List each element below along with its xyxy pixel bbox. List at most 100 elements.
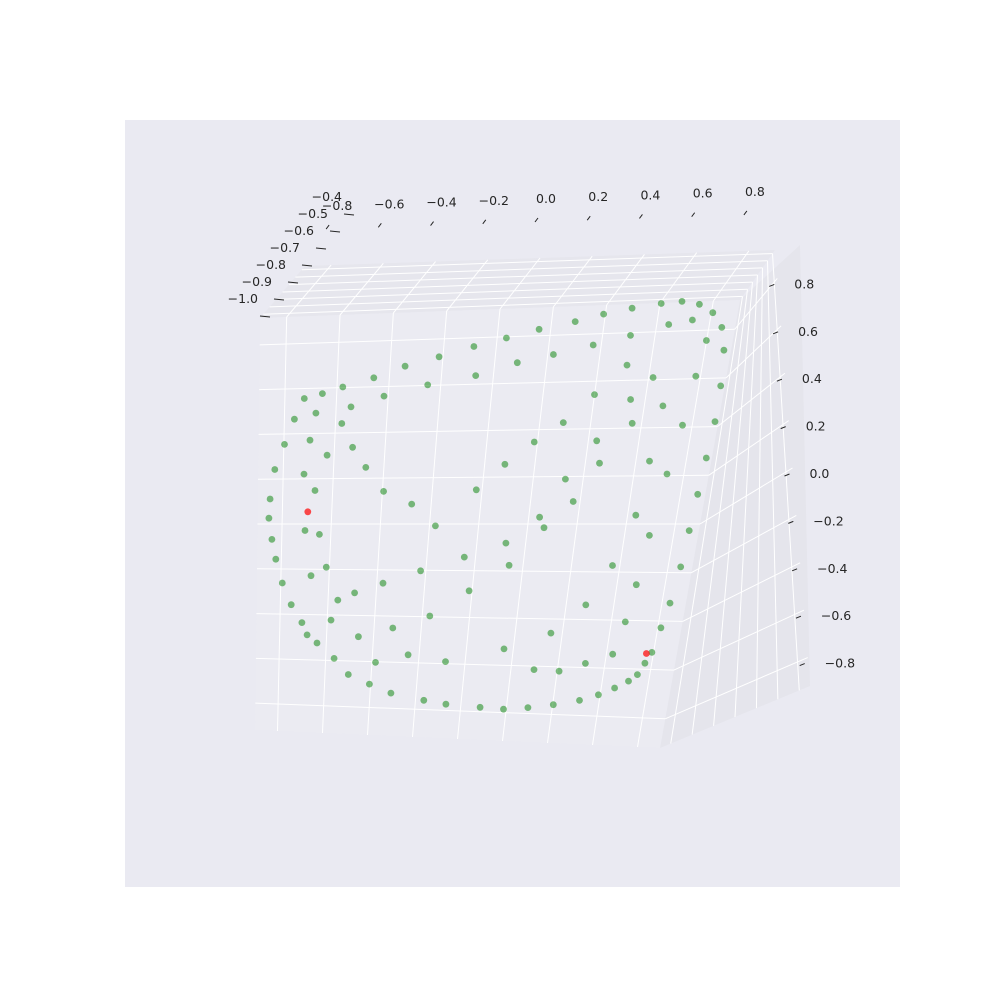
scatter-point (379, 579, 387, 587)
scatter-point (582, 660, 589, 667)
scatter-point (720, 346, 728, 354)
grid-lines (255, 250, 808, 748)
grid-line-y (772, 253, 800, 691)
scatter-point (678, 298, 686, 305)
grid-line-y-top (295, 260, 768, 278)
scatter-point (272, 555, 280, 563)
grid-line-y-top (276, 281, 753, 300)
scatter-point (389, 624, 397, 632)
scatter-point (323, 451, 331, 459)
tick-marks (259, 210, 805, 667)
y-tick-mark (287, 281, 299, 284)
scatter-point (355, 633, 362, 641)
scatter-point (569, 498, 577, 505)
scatter-point (344, 671, 352, 678)
y-tick-label: −0.4 (312, 189, 342, 204)
scatter-point (424, 381, 432, 389)
x-tick-mark (325, 224, 330, 230)
scatter-point (500, 645, 508, 653)
scatter-point (349, 443, 356, 451)
scatter-point (576, 697, 583, 704)
scatter-point (460, 553, 468, 561)
scatter-point (627, 396, 634, 403)
scatter-point (327, 616, 335, 624)
scatter-point (366, 680, 373, 688)
scatter-point (351, 589, 358, 597)
grid-line-z (256, 568, 692, 574)
scatter-point (291, 415, 298, 423)
scatter-point (679, 421, 686, 429)
y-tick-label: −0.7 (270, 240, 300, 255)
grid-line-y (734, 274, 758, 718)
scatter-point (595, 691, 602, 699)
scatter-point (717, 382, 725, 390)
scatter-point (646, 532, 653, 539)
scatter-point (319, 390, 326, 397)
scatter-point (432, 522, 439, 530)
scatter-point (562, 475, 569, 483)
scatter-point (589, 341, 597, 349)
scatter-point (627, 332, 634, 339)
scatter-point (632, 511, 640, 519)
scatter-point (696, 300, 703, 308)
z-tick-label: 0.4 (802, 371, 822, 386)
scatter-point (417, 567, 424, 575)
grid-line-y (670, 296, 743, 744)
scatter-point (593, 437, 601, 445)
scatter-point (287, 601, 295, 609)
x-tick-mark (691, 212, 696, 217)
scatter-point (524, 704, 532, 711)
y-tick-label: −0.9 (242, 274, 272, 289)
grid-line-z (259, 328, 735, 346)
scatter-point (632, 581, 640, 589)
x-tick-label: 0.2 (588, 189, 608, 204)
z-tick-mark (769, 283, 775, 287)
x-tick-label: 0.8 (745, 184, 765, 199)
scatter-point (591, 391, 598, 398)
scatter-point (465, 587, 473, 595)
grid-line-y-top (301, 253, 773, 271)
z-tick-label: −0.8 (825, 656, 855, 671)
grid-line-y-top (263, 295, 743, 315)
scatter-point (470, 343, 478, 350)
scatter-point (649, 374, 657, 381)
scatter-point (322, 563, 330, 571)
z-tick-label: 0.8 (794, 276, 814, 291)
scatter-point (609, 650, 617, 658)
z-tick-label: −0.6 (821, 608, 851, 623)
grid-line-z (258, 474, 709, 480)
y-tick-mark (301, 264, 313, 267)
scatter-point (316, 531, 323, 538)
z-tick-mark (776, 378, 783, 382)
z-tick-mark (799, 663, 805, 667)
x-tick-mark (482, 219, 487, 225)
scatter-point (665, 321, 673, 328)
scatter-point (372, 659, 379, 666)
scatter-point (596, 459, 603, 467)
x-tick-mark (534, 217, 539, 223)
scatter-point (582, 601, 590, 609)
scatter-point (404, 651, 412, 659)
scatter-point (472, 372, 480, 379)
scatter-point (711, 418, 719, 425)
scatter-point (702, 454, 710, 462)
scatter-point (625, 677, 632, 685)
z-tick-mark (772, 331, 779, 335)
scatter-point (300, 395, 308, 402)
z-tick-mark (780, 426, 786, 430)
x-tick-mark (743, 210, 748, 216)
data-points (265, 298, 728, 713)
grid-line-y-top (282, 274, 758, 293)
y-tick-mark (273, 298, 285, 301)
scatter-point (268, 536, 276, 543)
z-tick-label: −0.2 (813, 513, 843, 528)
y-tick-mark (259, 315, 271, 318)
scatter-point (621, 618, 629, 626)
scatter-point (281, 441, 288, 448)
scatter-point (530, 666, 538, 673)
scatter-point (547, 629, 555, 637)
scatter-point (408, 500, 416, 508)
scatter-point (339, 383, 347, 391)
scatter-point (659, 402, 667, 410)
